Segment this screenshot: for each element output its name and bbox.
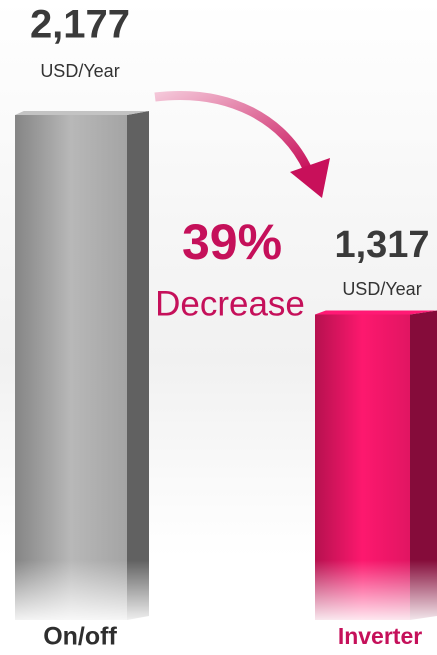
bar: [15, 115, 127, 620]
value-label: 2,177: [30, 3, 130, 47]
decrease-annotation: Decrease: [155, 284, 305, 323]
unit-label: USD/Year: [342, 279, 421, 299]
bar-side: [410, 310, 437, 620]
category-label: Inverter: [338, 623, 422, 649]
arrow-head: [290, 158, 330, 198]
floor-fade: [0, 560, 437, 620]
bar-top: [315, 310, 437, 315]
percent-annotation: 39%: [182, 214, 282, 270]
bar-top: [15, 111, 149, 115]
value-label: 1,317: [334, 224, 429, 266]
unit-label: USD/Year: [40, 61, 119, 81]
arrow-curve: [154, 91, 313, 172]
category-label: On/off: [43, 623, 117, 651]
bar-side: [127, 111, 149, 620]
